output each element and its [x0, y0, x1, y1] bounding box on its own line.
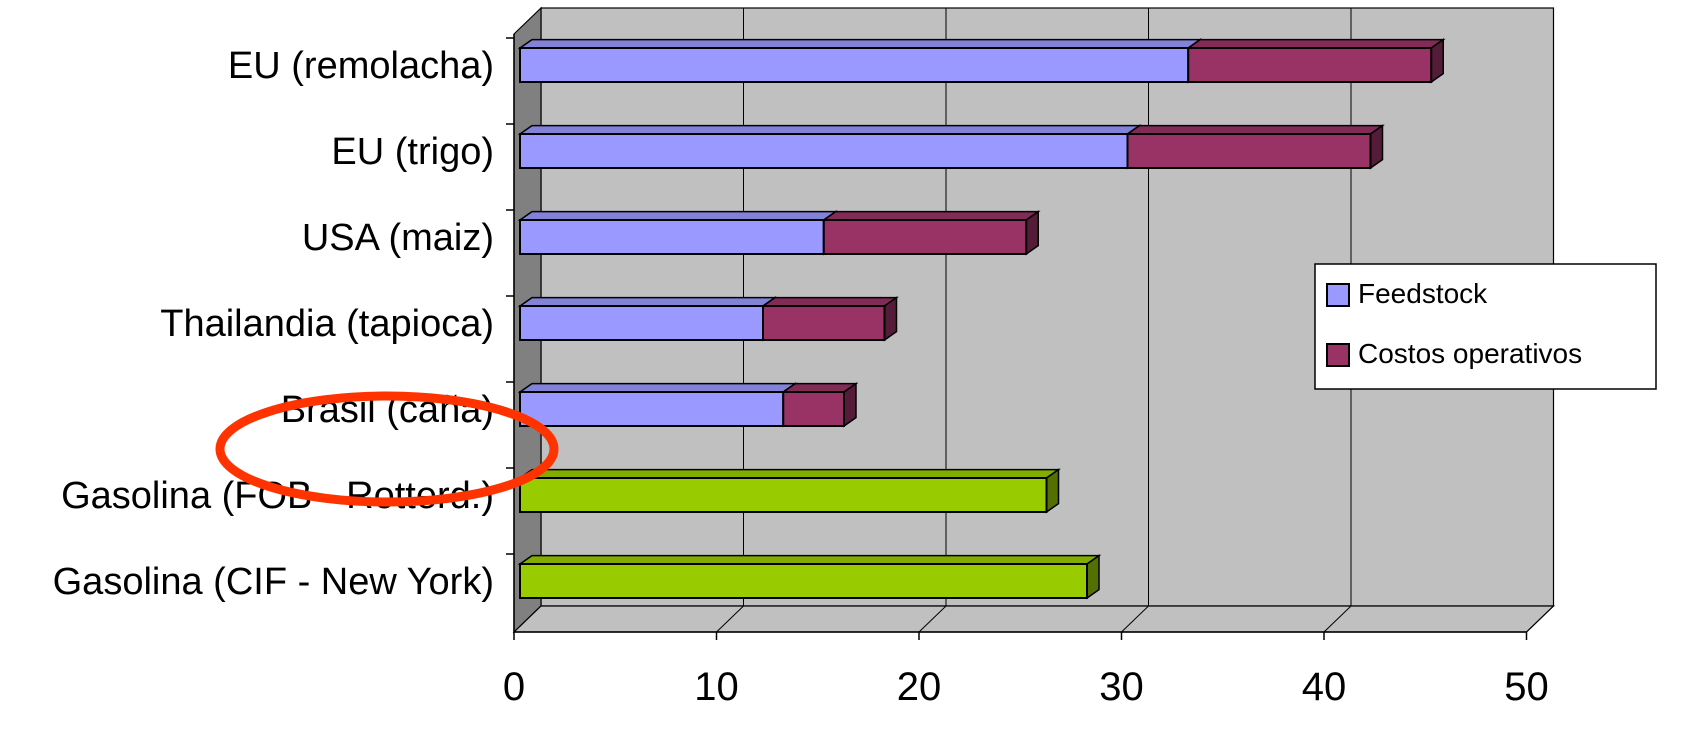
- bar-front-face: [519, 477, 1048, 513]
- bar-front-face: [519, 563, 1088, 599]
- category-label-0: EU (remolacha): [228, 45, 494, 87]
- highlight-group: [215, 391, 559, 507]
- floor-gridline-10: [716, 605, 744, 633]
- bar-4-series-0: [517, 382, 798, 428]
- bar-top-face: [517, 382, 798, 393]
- bar-side-face: [883, 296, 898, 342]
- floor-gridline-30: [1121, 605, 1149, 633]
- bar-top-face: [517, 468, 1061, 479]
- x-tick-label-10: 10: [694, 665, 739, 709]
- category-label-6: Gasolina (CIF - New York): [53, 561, 494, 603]
- category-label-1: EU (trigo): [331, 131, 494, 173]
- floor-gridline-0: [513, 605, 542, 633]
- legend-label-feedstock: Feedstock: [1358, 278, 1488, 309]
- highlight-ellipse: [215, 391, 559, 507]
- bar-top-face: [821, 210, 1041, 221]
- bar-2-series-0: [517, 210, 839, 256]
- x-tick-label-30: 30: [1099, 665, 1144, 709]
- bar-front-face: [519, 47, 1190, 83]
- bar-front-face: [762, 305, 886, 341]
- bar-top-face: [1185, 38, 1446, 49]
- bar-1-series-0: [517, 124, 1142, 170]
- category-label-2: USA (maiz): [302, 217, 494, 259]
- floor-gridline-50: [1526, 605, 1554, 633]
- bar-front-face: [1187, 47, 1433, 83]
- bar-side-face: [843, 382, 857, 428]
- legend-swatch-feedstock: [1326, 283, 1350, 307]
- floor-gridline-40: [1323, 605, 1352, 633]
- bar-4-series-1: [780, 382, 859, 428]
- bar-front-face: [1126, 133, 1372, 169]
- bar-top-face: [517, 296, 778, 307]
- category-label-3: Thailandia (tapioca): [160, 303, 494, 345]
- bar-side-face: [1369, 124, 1384, 170]
- bar-top-face: [517, 554, 1102, 565]
- bar-front-face: [822, 219, 1028, 255]
- bars: [517, 38, 1446, 600]
- legend-swatch-costos: [1326, 343, 1350, 367]
- bar-1-series-1: [1125, 124, 1385, 170]
- bar-2-series-1: [821, 210, 1041, 256]
- legend-label-costos: Costos operativos: [1358, 338, 1582, 369]
- bar-3-series-0: [517, 296, 778, 342]
- bar-top-face: [1125, 124, 1385, 135]
- bar-3-series-1: [760, 296, 899, 342]
- bar-0-series-1: [1185, 38, 1446, 84]
- bar-side-face: [1045, 468, 1060, 514]
- bar-side-face: [1025, 210, 1039, 256]
- floor: [512, 605, 1555, 633]
- bar-top-face: [517, 124, 1142, 135]
- bar-front-face: [519, 219, 825, 255]
- bar-front-face: [519, 133, 1129, 169]
- x-tick-label-0: 0: [503, 665, 525, 709]
- axes: [506, 34, 1528, 640]
- legend: Feedstock Costos operativos: [1314, 263, 1657, 390]
- bar-5-series-2: [517, 468, 1061, 514]
- x-tick-label-40: 40: [1302, 665, 1347, 709]
- x-tick-label-20: 20: [897, 665, 942, 709]
- floor-gridline-20: [918, 605, 947, 633]
- bar-top-face: [517, 210, 839, 221]
- bar-front-face: [519, 391, 785, 427]
- bar-front-face: [782, 391, 845, 427]
- bar-side-face: [1086, 554, 1100, 600]
- bar-top-face: [517, 38, 1203, 49]
- category-labels: EU (remolacha) EU (trigo) USA (maiz) Thail…: [53, 45, 494, 603]
- bar-front-face: [519, 305, 764, 341]
- bar-side-face: [1430, 38, 1444, 84]
- category-label-5: Gasolina (FOB - Rotterd.): [61, 475, 494, 517]
- x-tick-labels: 0 10 20 30 40 50: [503, 665, 1549, 709]
- x-tick-label-50: 50: [1504, 665, 1549, 709]
- bar-6-series-2: [517, 554, 1102, 600]
- bar-0-series-0: [517, 38, 1203, 84]
- bar-top-face: [760, 296, 899, 307]
- legend-box: [1314, 263, 1657, 390]
